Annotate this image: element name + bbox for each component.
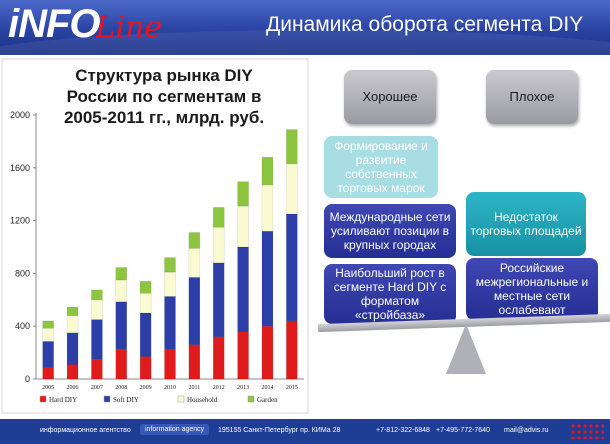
bar-segment [139,281,152,294]
bar-segment [261,325,274,380]
x-tick-label: 2014 [261,385,273,391]
bar-segment [261,230,274,327]
x-tick-label: 2013 [237,385,249,391]
chart-panel: 0 400 800 1200 1600 2000 2005 2006 2007 2008 2009 2… [0,57,310,417]
bar-segment [66,364,79,380]
bar-segment [164,271,176,297]
bar-segment [286,213,298,322]
x-tick-label: 2005 [42,385,54,391]
bar-segment [42,367,54,380]
bar-segment [42,320,54,329]
x-tick-label: 2011 [188,385,200,391]
x-tick-label: 2008 [115,385,127,391]
bad-item: Российские межрегиональные и местные сет… [466,258,598,320]
footer-agency-en: information agency [140,424,210,435]
good-item: Наибольший рост в сегменте Hard DIY с фо… [324,264,456,324]
stacked-bar-chart: 0 400 800 1200 1600 2000 2005 2006 2007 2008 2009 2… [1,58,309,414]
bar-segment [66,306,79,316]
bad-header: Плохое [486,70,578,124]
bar-segment [212,262,225,338]
bar-segment [212,336,225,380]
legend-label: Garden [257,396,278,404]
good-header: Хорошее [344,70,436,124]
legend-swatch [177,395,185,403]
bar-segment [261,184,274,232]
y-tick-label: 1600 [10,163,30,173]
x-tick-label: 2009 [140,385,152,391]
legend-label: Hard DIY [49,396,77,404]
chart-title-line: 2005-2011 гг., млрд. руб. [63,108,265,127]
legend-swatch [39,395,47,403]
scale-fulcrum [446,324,486,374]
x-tick-label: 2012 [213,385,225,391]
bar-segment [237,205,249,248]
x-tick-label: 2015 [286,385,298,391]
logo-info-text: iNFO [8,2,101,46]
footer-email: mail@advis.ru [504,427,549,434]
bar-segment [115,279,128,303]
bar-segment [212,226,225,264]
bar-segment [188,277,201,345]
bar-segment [188,248,201,278]
footer-phone-1: +7-812-322-6848 [376,427,430,434]
bar-segment [237,181,249,207]
footer-dots-logo [570,423,604,439]
chart-title-line: России по сегментам в [66,87,262,106]
bar-segment [164,296,176,350]
bar-segment [261,156,274,186]
good-item: Международные сети усиливают позиции в к… [324,204,456,258]
scales-diagram: Хорошее Плохое Формирование и развитие с… [317,62,610,417]
logo-line-text: Line [95,10,163,45]
bar-segment [286,163,298,215]
chart-title: Структура рынка DIY России по сегментам … [28,65,300,128]
bar-segment [115,301,128,350]
bar-segment [164,349,176,380]
x-tick-label: 2006 [67,385,79,391]
legend-label: Household [187,396,218,404]
chart-title-line: Структура рынка DIY [75,66,253,85]
bar-segment [139,292,152,314]
bar-segment [139,312,152,357]
bad-item: Недостаток торговых площадей [466,192,586,256]
bar-segment [91,319,103,360]
bar-segment [164,257,176,273]
bar-segment [212,207,225,228]
y-tick-label: 2000 [10,110,30,120]
y-tick-label: 0 [25,374,30,384]
x-tick-label: 2007 [91,385,103,391]
y-tick-label: 400 [15,321,30,331]
slide-title: Динамика оборота сегмента DIY [266,13,584,36]
infoline-logo: iNFOLine [8,2,162,50]
bar-segment [42,327,54,342]
bar-segment [188,344,201,380]
legend-swatch [247,395,255,403]
bar-segment [115,349,128,380]
bar-segment [91,289,103,301]
legend-label: Soft DIY [113,396,139,404]
legend-swatch [103,395,111,403]
bar-segment [42,341,54,369]
bar-segment [66,332,79,365]
bar-segment [139,356,152,380]
x-tick-label: 2010 [164,385,176,391]
bar-segment [115,267,128,281]
y-tick-label: 800 [15,268,30,278]
bar-segment [66,315,79,334]
bar-segment [91,299,103,320]
bar-segment [91,358,103,380]
footer-agency: информационное агентство [40,427,131,434]
header-banner: iNFOLine Динамика оборота сегмента DIY [0,0,610,55]
footer-address: 195155 Санкт-Петербург пр. КИМа 28 [218,427,341,434]
footer-bar: информационное агентство information age… [0,419,610,444]
bar-segment [286,320,298,380]
footer-phone-2: +7-495-772-7640 [436,427,490,434]
bar-segment [286,129,298,165]
bar-segment [188,232,201,249]
bar-segment [237,331,249,380]
good-item: Формирование и развитие собственных торг… [324,136,438,198]
y-tick-label: 1200 [10,216,30,226]
bar-segment [237,246,249,332]
